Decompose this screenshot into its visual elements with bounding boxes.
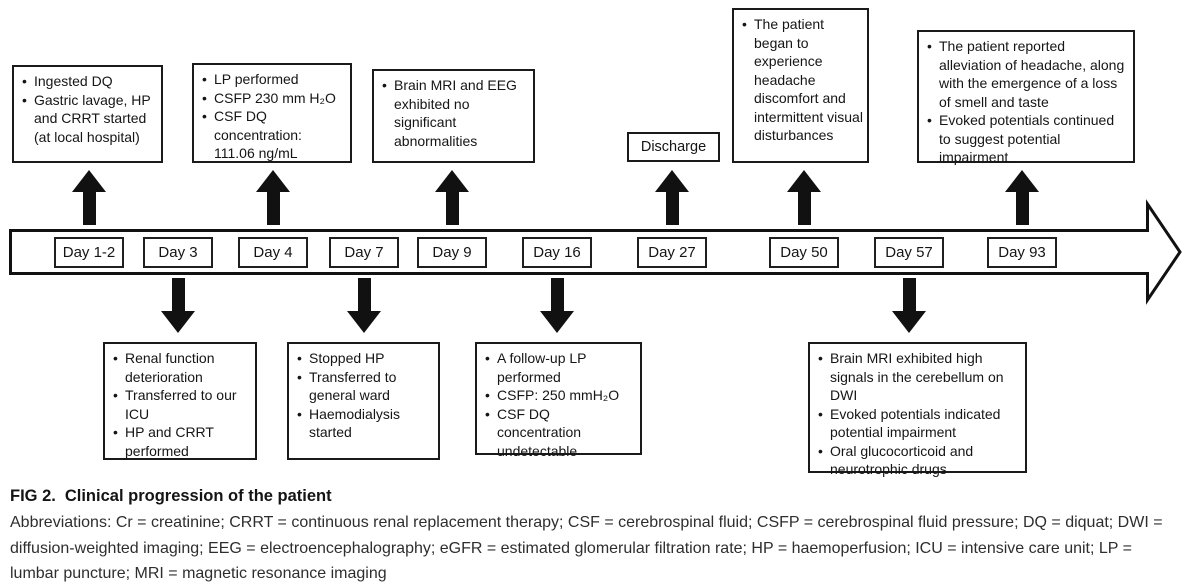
- event-item: Brain MRI and EEG exhibited no significa…: [381, 76, 529, 150]
- arrow-shaft: [1015, 192, 1029, 225]
- event-list: Ingested DQ Gastric lavage, HP and CRRT …: [21, 72, 157, 146]
- event-item: Transferred to our ICU: [112, 386, 251, 423]
- event-item: CSF DQ concentration undetectable: [484, 405, 636, 461]
- arrowhead-up-icon: [435, 170, 469, 192]
- arrow-shaft: [82, 192, 96, 225]
- event-item: Ingested DQ: [21, 72, 157, 91]
- event-item: Gastric lavage, HP and CRRT started (at …: [21, 91, 157, 147]
- event-item: CSFP 230 mm H₂O: [201, 89, 346, 108]
- event-box-below-day7: Stopped HP Transferred to general ward H…: [287, 342, 440, 460]
- event-list: Renal function deterioration Transferred…: [112, 349, 251, 460]
- event-item: Haemodialysis started: [296, 405, 434, 442]
- event-list: Brain MRI exhibited high signals in the …: [817, 349, 1021, 479]
- day-label-93: Day 93: [987, 237, 1057, 268]
- event-box-above-day93: The patient reported alleviation of head…: [917, 30, 1135, 165]
- event-box-above-day9: Brain MRI and EEG exhibited no significa…: [372, 69, 535, 163]
- event-item: The patient began to experience headache…: [741, 15, 863, 145]
- event-list: The patient reported alleviation of head…: [926, 37, 1129, 167]
- arrowhead-down-icon: [347, 311, 381, 333]
- event-item: Renal function deterioration: [112, 349, 251, 386]
- arrow-shaft: [665, 192, 679, 225]
- arrow-shaft: [445, 192, 459, 225]
- figure-caption: FIG 2. Clinical progression of the patien…: [10, 487, 332, 506]
- down-arrow-day57: [892, 278, 926, 333]
- down-arrow-day16: [540, 278, 574, 333]
- arrow-shaft: [550, 278, 564, 311]
- event-item: Evoked potentials indicated potential im…: [817, 405, 1021, 442]
- day-label-7: Day 7: [329, 237, 399, 268]
- event-box-discharge: Discharge: [627, 132, 720, 162]
- event-item: The patient reported alleviation of head…: [926, 37, 1129, 111]
- arrowhead-up-icon: [787, 170, 821, 192]
- event-list: LP performed CSFP 230 mm H₂O CSF DQ conc…: [201, 70, 346, 163]
- down-arrow-day3: [161, 278, 195, 333]
- event-item: Oral glucocorticoid and neurotrophic dru…: [817, 442, 1021, 479]
- day-label-50: Day 50: [769, 237, 839, 268]
- arrowhead-up-icon: [655, 170, 689, 192]
- up-arrow-day9: [435, 170, 469, 225]
- down-arrow-day7: [347, 278, 381, 333]
- figure-caption-text: Clinical progression of the patient: [64, 487, 332, 505]
- day-label-1-2: Day 1-2: [54, 237, 124, 268]
- event-box-below-day3: Renal function deterioration Transferred…: [103, 342, 257, 460]
- arrowhead-down-icon: [540, 311, 574, 333]
- event-box-below-day57: Brain MRI exhibited high signals in the …: [808, 342, 1027, 477]
- arrow-shaft: [171, 278, 185, 311]
- event-item: A follow-up LP performed: [484, 349, 636, 386]
- up-arrow-day1-2: [72, 170, 106, 225]
- up-arrow-day50: [787, 170, 821, 225]
- arrowhead-up-icon: [72, 170, 106, 192]
- event-item: CSFP: 250 mmH₂O: [484, 386, 636, 405]
- event-item: Evoked potentials continued to suggest p…: [926, 111, 1129, 167]
- day-label-57: Day 57: [874, 237, 944, 268]
- day-label-3: Day 3: [143, 237, 213, 268]
- event-box-below-day16: A follow-up LP performed CSFP: 250 mmH₂O…: [475, 342, 642, 459]
- event-list: A follow-up LP performed CSFP: 250 mmH₂O…: [484, 349, 636, 460]
- event-item: Brain MRI exhibited high signals in the …: [817, 349, 1021, 405]
- event-item: Transferred to general ward: [296, 368, 434, 405]
- event-list: Stopped HP Transferred to general ward H…: [296, 349, 434, 442]
- event-list: Brain MRI and EEG exhibited no significa…: [381, 76, 529, 150]
- event-box-above-day4: LP performed CSFP 230 mm H₂O CSF DQ conc…: [192, 63, 352, 163]
- arrowhead-up-icon: [1005, 170, 1039, 192]
- arrow-shaft: [902, 278, 916, 311]
- up-arrow-day27: [655, 170, 689, 225]
- arrow-shaft: [266, 192, 280, 225]
- arrowhead-down-icon: [892, 311, 926, 333]
- up-arrow-day4: [256, 170, 290, 225]
- event-item: HP and CRRT performed: [112, 423, 251, 460]
- event-list: The patient began to experience headache…: [741, 15, 863, 145]
- up-arrow-day93: [1005, 170, 1039, 225]
- event-item: Stopped HP: [296, 349, 434, 368]
- event-item: CSF DQ concentration: 111.06 ng/mL: [201, 107, 346, 163]
- arrowhead-up-icon: [256, 170, 290, 192]
- timeline-arrow-shape: [9, 199, 1182, 305]
- day-label-16: Day 16: [522, 237, 592, 268]
- event-item: LP performed: [201, 70, 346, 89]
- event-box-above-day50: The patient began to experience headache…: [732, 8, 869, 163]
- arrow-shaft: [797, 192, 811, 225]
- figure-caption-label: FIG 2.: [10, 487, 56, 505]
- day-label-4: Day 4: [238, 237, 308, 268]
- event-box-above-day1-2: Ingested DQ Gastric lavage, HP and CRRT …: [12, 65, 163, 163]
- day-label-27: Day 27: [637, 237, 707, 268]
- arrowhead-down-icon: [161, 311, 195, 333]
- day-label-9: Day 9: [417, 237, 487, 268]
- abbreviations-text: Abbreviations: Cr = creatinine; CRRT = c…: [10, 514, 1163, 582]
- arrow-shaft: [357, 278, 371, 311]
